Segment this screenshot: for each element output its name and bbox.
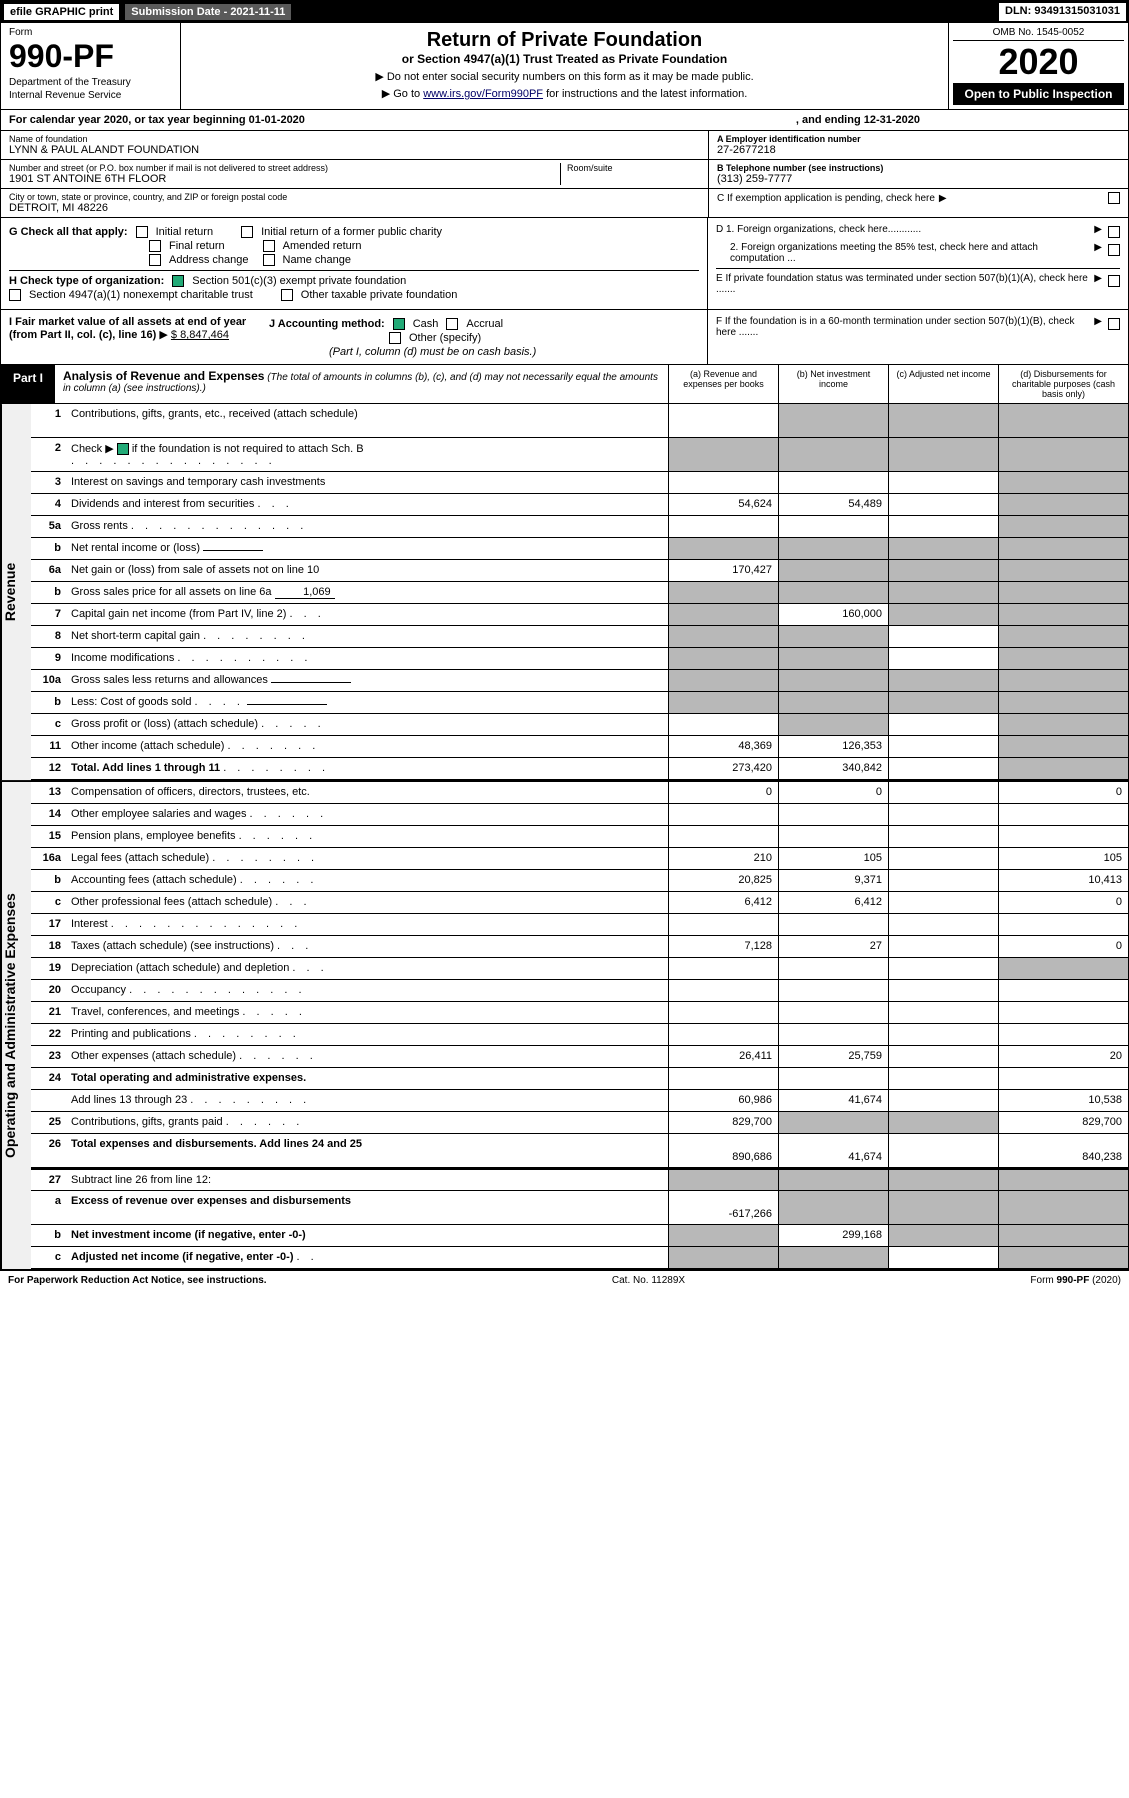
line4-a: 54,624 [668, 494, 778, 515]
footer-form: Form 990-PF (2020) [1030, 1275, 1121, 1286]
other-taxable-checkbox[interactable] [281, 289, 293, 301]
ein-value: 27-2677218 [717, 144, 1120, 156]
col-b-header: (b) Net investment income [778, 365, 888, 403]
form-note-2: ▶ Go to www.irs.gov/Form990PF for instru… [201, 87, 928, 100]
g-section: G Check all that apply: Initial return I… [9, 226, 699, 238]
dept-treasury: Department of the Treasury [9, 77, 172, 88]
line7-b: 160,000 [778, 604, 888, 625]
initial-former-checkbox[interactable] [241, 226, 253, 238]
submission-date: Submission Date - 2021-11-11 [124, 3, 292, 21]
dept-irs: Internal Revenue Service [9, 90, 172, 101]
address-value: 1901 ST ANTOINE 6TH FLOOR [9, 173, 560, 185]
phone-label: B Telephone number (see instructions) [717, 163, 1120, 173]
d2-label: 2. Foreign organizations meeting the 85%… [716, 242, 1088, 264]
omb-number: OMB No. 1545-0052 [953, 27, 1124, 41]
form-title: Return of Private Foundation [201, 29, 928, 52]
address-change-checkbox[interactable] [149, 254, 161, 266]
city-value: DETROIT, MI 48226 [9, 202, 700, 214]
line11-a: 48,369 [668, 736, 778, 757]
f-checkbox[interactable] [1108, 318, 1120, 330]
form-note-1: ▶ Do not enter social security numbers o… [201, 70, 928, 83]
initial-return-checkbox[interactable] [136, 226, 148, 238]
amended-return-checkbox[interactable] [263, 240, 275, 252]
line12-a: 273,420 [668, 758, 778, 779]
form-number: 990-PF [9, 38, 172, 75]
footer-left: For Paperwork Reduction Act Notice, see … [8, 1275, 267, 1286]
efile-badge: efile GRAPHIC print [3, 3, 120, 21]
final-return-checkbox[interactable] [149, 240, 161, 252]
exemption-pending-checkbox[interactable] [1108, 192, 1120, 204]
foundation-name: LYNN & PAUL ALANDT FOUNDATION [9, 144, 700, 156]
j-note: (Part I, column (d) must be on cash basi… [329, 346, 699, 358]
open-public-badge: Open to Public Inspection [953, 83, 1124, 105]
footer-cat: Cat. No. 11289X [612, 1275, 685, 1286]
line4-b: 54,489 [778, 494, 888, 515]
4947-checkbox[interactable] [9, 289, 21, 301]
part1-label: Part I [1, 365, 55, 403]
name-change-checkbox[interactable] [263, 254, 275, 266]
col-d-header: (d) Disbursements for charitable purpose… [998, 365, 1128, 403]
i-value: $ 8,847,464 [171, 329, 229, 341]
room-label: Room/suite [567, 163, 700, 173]
tax-year: 2020 [953, 41, 1124, 83]
line6b-inline: 1,069 [275, 586, 335, 599]
d1-label: D 1. Foreign organizations, check here..… [716, 224, 1088, 235]
address-label: Number and street (or P.O. box number if… [9, 163, 560, 173]
city-label: City or town, state or province, country… [9, 192, 700, 202]
part1-desc: Analysis of Revenue and Expenses (The to… [55, 365, 668, 403]
form-subtitle: or Section 4947(a)(1) Trust Treated as P… [201, 52, 928, 66]
expenses-section-label: Operating and Administrative Expenses [1, 782, 31, 1269]
page-footer: For Paperwork Reduction Act Notice, see … [0, 1270, 1129, 1290]
f-label: F If the foundation is in a 60-month ter… [716, 316, 1088, 338]
form-label: Form [9, 27, 172, 38]
e-label: E If private foundation status was termi… [716, 273, 1088, 295]
d2-checkbox[interactable] [1108, 244, 1120, 256]
ein-label: A Employer identification number [717, 134, 1120, 144]
501c3-checkbox[interactable] [172, 275, 184, 287]
col-a-header: (a) Revenue and expenses per books [668, 365, 778, 403]
line12-b: 340,842 [778, 758, 888, 779]
dln: DLN: 93491315031031 [999, 3, 1126, 21]
e-checkbox[interactable] [1108, 275, 1120, 287]
schb-checkbox[interactable] [117, 443, 129, 455]
d1-checkbox[interactable] [1108, 226, 1120, 238]
line6a-a: 170,427 [668, 560, 778, 581]
calendar-year-row: For calendar year 2020, or tax year begi… [1, 110, 1128, 131]
cash-checkbox[interactable] [393, 318, 405, 330]
accrual-checkbox[interactable] [446, 318, 458, 330]
exemption-pending-label: C If exemption application is pending, c… [717, 193, 935, 204]
revenue-section-label: Revenue [1, 404, 31, 780]
phone-value: (313) 259-7777 [717, 173, 1120, 185]
other-method-checkbox[interactable] [389, 332, 401, 344]
foundation-name-label: Name of foundation [9, 134, 700, 144]
line11-b: 126,353 [778, 736, 888, 757]
topbar: efile GRAPHIC print Submission Date - 20… [1, 1, 1128, 23]
irs-link[interactable]: www.irs.gov/Form990PF [423, 88, 543, 100]
col-c-header: (c) Adjusted net income [888, 365, 998, 403]
form-header: Form 990-PF Department of the Treasury I… [1, 23, 1128, 110]
